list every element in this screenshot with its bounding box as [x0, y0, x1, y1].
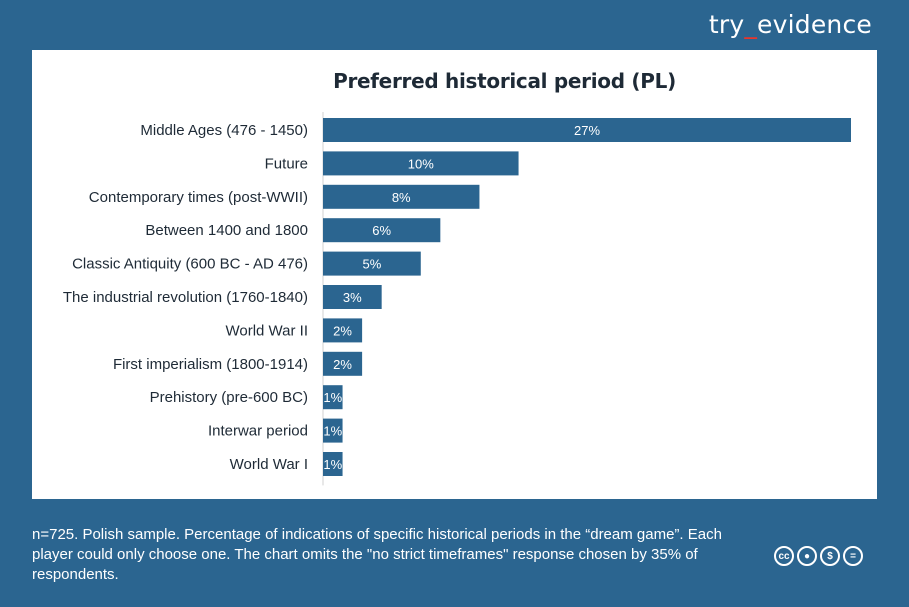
data-label: 6% — [372, 223, 391, 238]
category-label: World War I — [230, 456, 308, 473]
bar — [323, 251, 421, 276]
bar — [323, 418, 343, 443]
data-label: 1% — [323, 457, 342, 472]
category-label: Between 1400 and 1800 — [145, 222, 308, 239]
category-label: Middle Ages (476 - 1450) — [140, 122, 308, 139]
brand-left: try — [708, 10, 745, 39]
category-label: World War II — [225, 322, 308, 339]
chart-panel: Preferred historical period (PL) Middle … — [32, 50, 877, 499]
category-label: Contemporary times (post-WWII) — [89, 189, 308, 206]
bar — [323, 151, 519, 176]
category-label: Prehistory (pre-600 BC) — [150, 389, 308, 406]
data-label: 3% — [343, 290, 362, 305]
category-label: Interwar period — [208, 423, 308, 440]
bar — [323, 351, 363, 376]
category-label: The industrial revolution (1760-1840) — [63, 289, 308, 306]
category-label: Future — [265, 155, 308, 172]
data-label: 8% — [392, 190, 411, 205]
category-label: Classic Antiquity (600 BC - AD 476) — [72, 256, 308, 273]
bar — [323, 452, 343, 476]
chart-title: Preferred historical period (PL) — [333, 69, 676, 93]
data-label: 1% — [323, 424, 342, 439]
data-label: 2% — [333, 357, 352, 372]
brand-right: evidence — [757, 10, 872, 39]
bar — [323, 118, 851, 142]
bar — [323, 218, 441, 243]
data-label: 10% — [408, 156, 434, 171]
bar — [323, 285, 382, 309]
bar — [323, 318, 363, 343]
footer-note: n=725. Polish sample. Percentage of indi… — [32, 526, 722, 583]
bar — [323, 385, 343, 410]
data-label: 2% — [333, 323, 352, 338]
data-label: 27% — [574, 123, 600, 138]
bar — [323, 184, 480, 209]
nd-icon: = — [843, 546, 863, 566]
data-label: 5% — [362, 257, 381, 272]
cc-icon: cc — [774, 546, 794, 566]
nc-icon: $ — [820, 546, 840, 566]
by-icon: ● — [797, 546, 817, 566]
category-label: First imperialism (1800-1914) — [113, 356, 308, 373]
license-icons: cc ● $ = — [774, 546, 863, 566]
bar-chart: Middle Ages (476 - 1450) 27% Future 10% Cont… — [63, 112, 851, 486]
brand-logo: try_evidence — [709, 10, 872, 39]
brand-separator: _ — [744, 10, 758, 39]
data-label: 1% — [323, 390, 342, 405]
